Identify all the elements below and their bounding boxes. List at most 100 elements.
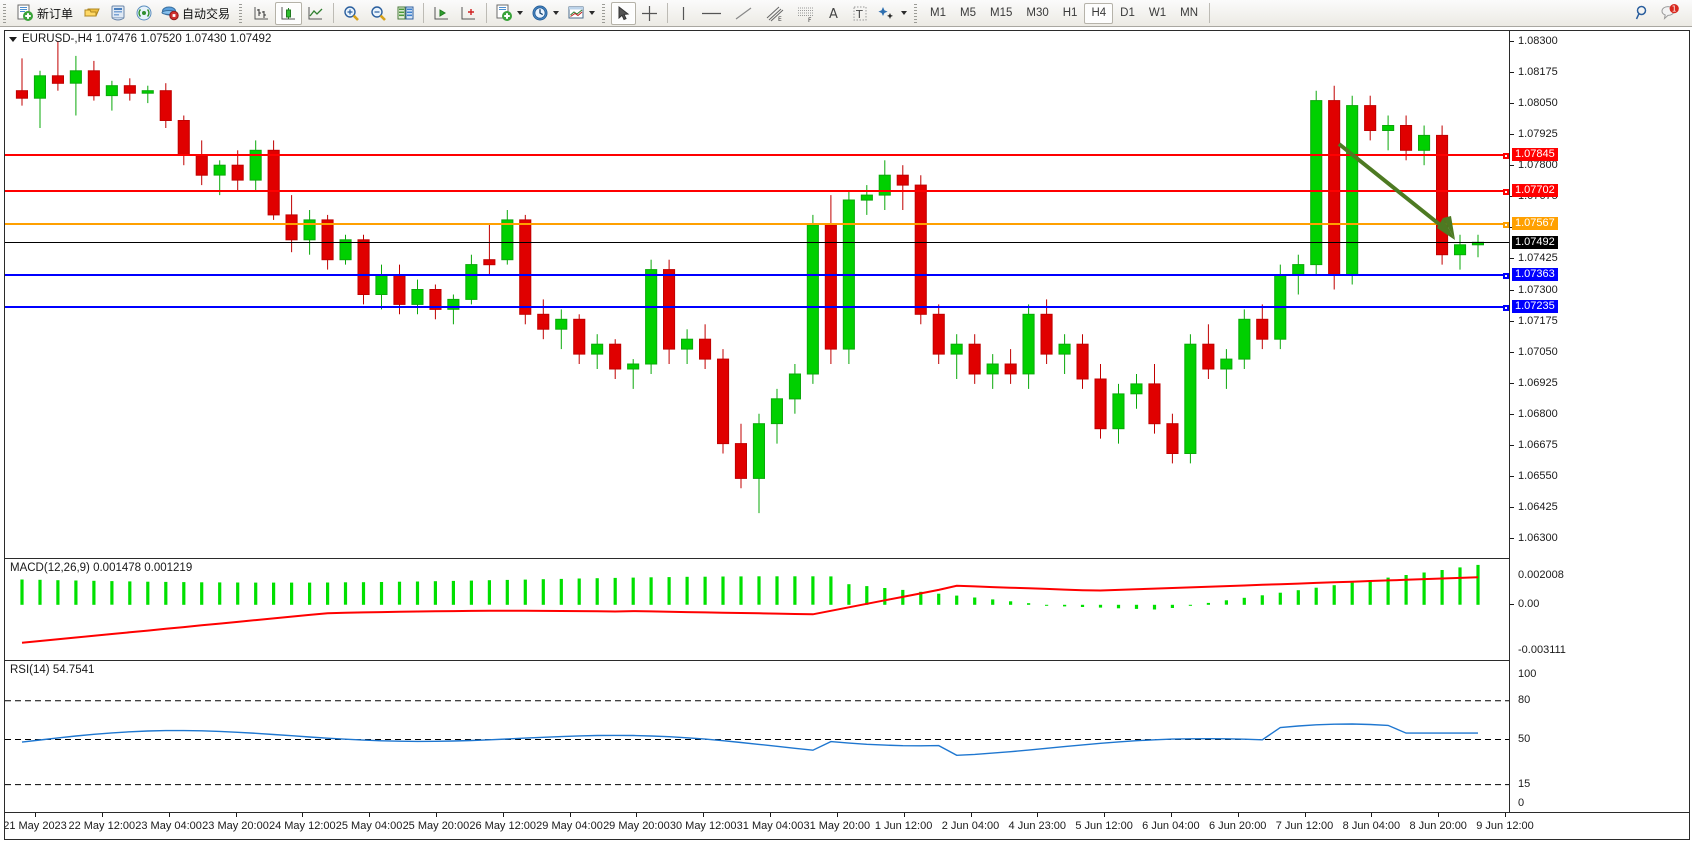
price-tag-resistance-2[interactable]: 1.07702 xyxy=(1512,183,1558,197)
toolbar-separator-3 xyxy=(486,3,488,23)
price-tag-last-price[interactable]: 1.07492 xyxy=(1512,235,1558,249)
level-line-support-2[interactable] xyxy=(5,304,1509,311)
signal-button[interactable] xyxy=(131,2,157,25)
period-button[interactable] xyxy=(527,2,563,25)
level-line-resistance-1[interactable] xyxy=(5,153,1509,160)
time-tick-label: 25 May 20:00 xyxy=(402,820,470,832)
price-tag-resistance-1[interactable]: 1.07845 xyxy=(1512,148,1558,162)
notification-icon: 1 xyxy=(1661,4,1679,20)
level-line-last-price[interactable] xyxy=(5,241,1509,243)
objects-button[interactable] xyxy=(873,2,911,25)
folder-button[interactable] xyxy=(79,2,105,25)
text-button[interactable]: A xyxy=(821,2,847,25)
tick-label: 1.06925 xyxy=(1518,376,1558,389)
period-caret-icon[interactable] xyxy=(553,11,560,15)
chevron-down-icon[interactable] xyxy=(9,36,17,42)
indicators-button[interactable] xyxy=(491,2,527,25)
new-order-button[interactable]: 新订单 xyxy=(12,2,79,25)
price-tag-support-2[interactable]: 1.07235 xyxy=(1512,299,1558,313)
toolbar-grip-4[interactable] xyxy=(913,3,921,23)
equidistant-channel-icon: E xyxy=(766,6,784,23)
level-line-resistance-2[interactable] xyxy=(5,188,1509,195)
time-tick-label: 31 May 04:00 xyxy=(736,820,804,832)
macd-pane[interactable]: MACD(12,26,9) 0.001478 0.001219 xyxy=(5,558,1509,658)
tick-label: 1.07425 xyxy=(1518,252,1558,265)
timeframe-m30[interactable]: M30 xyxy=(1026,7,1049,19)
level-line-anchor[interactable] xyxy=(1503,272,1509,279)
level-line-anchor[interactable] xyxy=(1503,153,1509,160)
data-window-button[interactable] xyxy=(392,2,419,25)
line-chart-button[interactable] xyxy=(302,2,329,25)
chart-frame: EURUSD-,H4 1.07476 1.07520 1.07430 1.074… xyxy=(4,30,1690,840)
timeframe-m1[interactable]: M1 xyxy=(930,7,947,19)
templates-button[interactable] xyxy=(563,2,599,25)
price-axis[interactable]: 1.083001.081751.080501.079251.078001.076… xyxy=(1509,31,1689,812)
notification-button[interactable]: 1 xyxy=(1656,2,1684,25)
tick-label: 1.08175 xyxy=(1518,66,1558,79)
scroll-end-button[interactable] xyxy=(428,2,455,25)
timeframe-h4[interactable]: H4 xyxy=(1084,2,1114,24)
price-pane[interactable]: EURUSD-,H4 1.07476 1.07520 1.07430 1.074… xyxy=(5,31,1509,556)
time-axis[interactable]: 21 May 2023 22 May 12:00 23 May 04:00 23 Ma… xyxy=(5,812,1689,839)
data-window-icon xyxy=(397,6,414,19)
bar-chart-button[interactable] xyxy=(248,2,275,25)
equidistant-channel-button[interactable]: E xyxy=(759,2,790,25)
time-tick-mark xyxy=(1237,813,1239,817)
objects-icon xyxy=(878,6,894,19)
level-line-support-1[interactable] xyxy=(5,272,1509,279)
macd-label: MACD(12,26,9) 0.001478 0.001219 xyxy=(10,562,193,574)
level-line-pivot[interactable] xyxy=(5,222,1509,229)
autotrading-button[interactable]: 自动交易 xyxy=(157,2,236,25)
timeframe-h1[interactable]: H1 xyxy=(1062,7,1078,19)
time-tick-label: 26 May 12:00 xyxy=(469,820,537,832)
timeframe-mn[interactable]: MN xyxy=(1180,7,1198,19)
notification-count: 1 xyxy=(1672,5,1677,14)
zoom-in-button[interactable] xyxy=(338,2,365,25)
cursor-button[interactable] xyxy=(611,1,637,25)
indicators-caret-icon[interactable] xyxy=(517,11,524,15)
tick-mark xyxy=(1510,320,1514,322)
candlestick-series xyxy=(15,41,1485,514)
chart-shift-button[interactable] xyxy=(455,2,482,25)
rsi-pane[interactable]: RSI(14) 54.7541 xyxy=(5,660,1509,812)
text-icon: A xyxy=(829,7,838,22)
timeframe-m15[interactable]: M15 xyxy=(990,7,1013,19)
terminal-button[interactable] xyxy=(105,2,131,25)
fibo-button[interactable]: F xyxy=(790,2,821,25)
level-line-anchor[interactable] xyxy=(1503,188,1509,195)
text-label-button[interactable]: T xyxy=(847,2,873,25)
price-tag-pivot[interactable]: 1.07567 xyxy=(1512,217,1558,231)
time-tick-mark xyxy=(1104,813,1106,817)
toolbar-grip-2[interactable] xyxy=(238,3,246,23)
tick-mark xyxy=(1510,289,1514,291)
horizontal-line-button[interactable] xyxy=(695,2,728,25)
down-arrow-annotation[interactable] xyxy=(1331,136,1491,256)
search-button[interactable] xyxy=(1630,2,1656,25)
level-line-anchor[interactable] xyxy=(1503,304,1509,311)
timeframe-d1[interactable]: D1 xyxy=(1120,7,1135,19)
cursor-icon xyxy=(618,5,630,20)
autotrading-label: 自动交易 xyxy=(182,6,231,21)
objects-caret-icon[interactable] xyxy=(901,11,908,15)
tick-label: 1.07300 xyxy=(1518,283,1558,296)
level-line-anchor[interactable] xyxy=(1503,222,1509,229)
timeframe-w1[interactable]: W1 xyxy=(1148,7,1167,19)
toolbar-grip-3[interactable] xyxy=(601,3,609,23)
time-tick-mark xyxy=(903,813,905,817)
timeframe-m5[interactable]: M5 xyxy=(960,7,976,19)
toolbar-grip-1[interactable] xyxy=(2,3,9,23)
candlestick-chart-button[interactable] xyxy=(275,1,303,25)
zoom-out-button[interactable] xyxy=(365,2,392,25)
vertical-line-button[interactable] xyxy=(672,2,695,25)
trend-line-button[interactable] xyxy=(728,2,759,25)
templates-caret-icon[interactable] xyxy=(589,11,596,15)
tick-label: 1.07050 xyxy=(1518,345,1558,358)
tick-label: 1.06675 xyxy=(1518,438,1558,451)
time-tick-label: 6 Jun 20:00 xyxy=(1208,820,1267,832)
new-order-icon xyxy=(17,4,33,21)
crosshair-button[interactable] xyxy=(636,2,663,25)
price-tag-support-1[interactable]: 1.07363 xyxy=(1512,267,1558,281)
tick-mark xyxy=(1510,444,1514,446)
time-tick-mark xyxy=(836,813,838,817)
svg-text:T: T xyxy=(855,8,863,21)
